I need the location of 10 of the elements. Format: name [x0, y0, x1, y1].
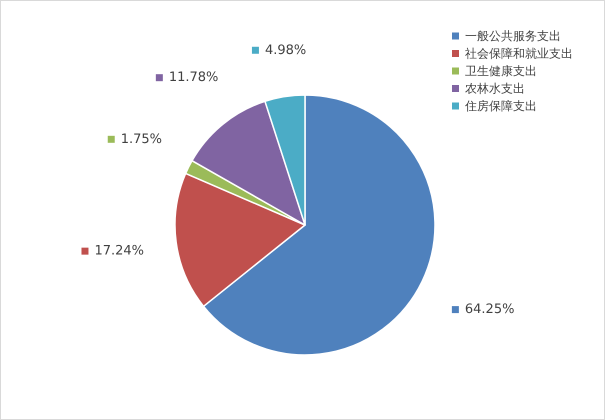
legend-label: 农林水支出: [465, 82, 525, 96]
data-label: 17.24%: [94, 244, 144, 259]
data-label: 64.25%: [464, 302, 514, 318]
data-label: 1.75%: [120, 132, 162, 147]
legend-label: 住房保障支出: [464, 99, 537, 113]
data-label: 11.78%: [168, 70, 218, 86]
legend-label: 一般公共服务支出: [465, 29, 561, 43]
legend-label: 卫生健康支出: [465, 64, 537, 78]
data-label: 4.98%: [264, 42, 306, 58]
legend-label: 社会保障和就业支出: [465, 46, 573, 60]
